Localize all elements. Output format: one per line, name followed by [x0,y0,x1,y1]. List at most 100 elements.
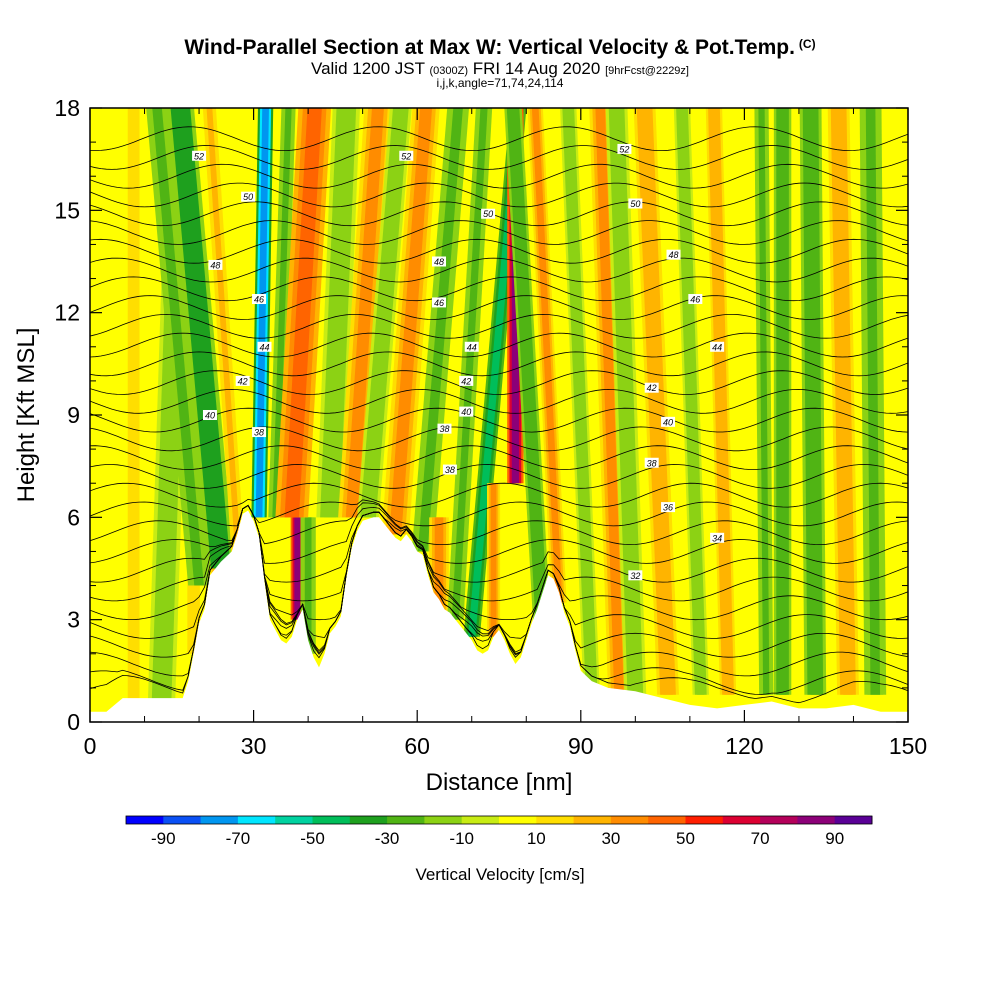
velocity-band [678,108,705,695]
velocity-band [174,108,227,569]
colorbar-swatch [834,816,873,824]
y-tick-label: 12 [54,300,80,326]
potential-temperature-contours [90,126,908,704]
isentrope-line [90,426,908,452]
velocity-band [284,108,322,518]
contour-label: 38 [445,465,455,475]
contour-label-bg [241,191,256,202]
chart-subtitle: Valid 1200 JST (0300Z) FRI 14 Aug 2020 [… [0,60,1000,80]
y-tick-label: 15 [54,197,80,223]
colorbar-swatch [797,816,836,824]
velocity-band [509,108,547,637]
y-axis-title: Height [Kft MSL] [13,328,40,503]
contour-label: 40 [205,411,215,421]
isentrope-line [90,126,908,152]
isentrope-line [90,332,908,358]
forecast-info: [9hrFcst@2229z] [605,65,689,77]
colorbar-swatch [461,816,500,824]
x-tick-label: 150 [889,733,927,759]
contour-label: 40 [663,417,673,427]
contour-label-bg [666,249,681,260]
contour-label-bg [437,423,452,434]
y-tick-label: 18 [54,95,80,121]
contour-label: 36 [663,503,673,513]
colorbar-tick-label: 90 [825,829,844,848]
y-tick-label: 0 [67,709,80,735]
isentrope-line [90,163,908,189]
contour-label-bg [644,382,659,393]
velocity-band [206,108,243,586]
velocity-band [345,108,384,518]
contour-label-bg [432,297,447,308]
colorbar-swatch [275,816,313,824]
velocity-band [255,108,269,518]
colorbar: -90 -70 -50 -30 -10 10 30 50 70 90 [125,815,873,848]
y-tick-label: 9 [67,402,80,428]
velocity-band [130,108,138,722]
isentrope-line [90,407,908,433]
contour-label: 42 [238,376,248,386]
isentrope-line [90,145,908,170]
contour-label: 50 [483,209,493,219]
contour-label-bg [202,410,217,420]
chart-title-main: Wind-Parallel Section at Max W: Vertical… [184,36,795,59]
contour-label-bg [710,532,725,543]
colorbar-tick-label: 30 [601,829,620,848]
x-tick-label: 90 [568,733,594,759]
velocity-band [294,500,301,620]
colorbar-tick-label: 70 [751,829,770,848]
valid-prefix: Valid 1200 JST [311,59,425,78]
isentrope-line [90,276,908,302]
velocity-band [434,517,444,620]
isentrope-line [90,504,908,621]
contour-label-bg [661,502,676,513]
contour-label-bg [235,375,250,386]
isentrope-line [90,504,908,564]
colorbar-swatch [610,816,649,824]
colorbar-swatch [387,816,425,824]
colorbar-tick-label: -10 [449,829,474,848]
contour-label-bg [252,294,267,305]
contour-labels: 32 34 36 38 38 38 38 40 40 40 42 42 42 44 44 44 46 46 46 48… [192,143,725,581]
contour-label: 44 [712,342,722,352]
x-tick-label: 30 [241,733,267,759]
contour-label-bg [257,341,272,352]
colorbar-swatch [722,816,761,824]
contour-label-bg [464,341,479,352]
colorbar-swatch [349,816,388,824]
velocity-band [564,108,596,695]
contour-label: 48 [210,260,220,270]
contour-label-bg [710,341,725,352]
contour-label-bg [459,375,474,386]
contour-label: 46 [434,298,444,308]
velocity-band [758,108,770,695]
contour-label-bg [661,416,676,427]
contour-label-bg [192,150,207,161]
velocity-band [152,108,204,586]
velocity-band [389,108,433,535]
isentrope-line [90,257,908,283]
contour-label-bg [628,570,643,581]
copyright-mark: (C) [798,37,816,51]
contour-label: 52 [194,151,204,161]
chart-title: Wind-Parallel Section at Max W: Vertical… [0,36,1000,60]
colorbar-frame [125,815,873,825]
terrain [90,510,908,722]
x-tick-label: 120 [725,733,763,759]
contour-label-bg [432,256,447,267]
isentrope-line [90,388,908,414]
terrain-mask [90,510,908,722]
contour-label: 32 [630,571,640,581]
isentrope-line [90,238,908,264]
isentrope-line [90,504,908,602]
contour-label: 44 [259,342,269,352]
velocity-band [865,108,881,695]
velocity-band [272,108,292,518]
isentrope-line [90,499,908,527]
contour-label-bg [399,150,414,161]
velocity-band [417,108,463,552]
contour-label: 50 [243,192,253,202]
isentrope-line [90,502,908,546]
